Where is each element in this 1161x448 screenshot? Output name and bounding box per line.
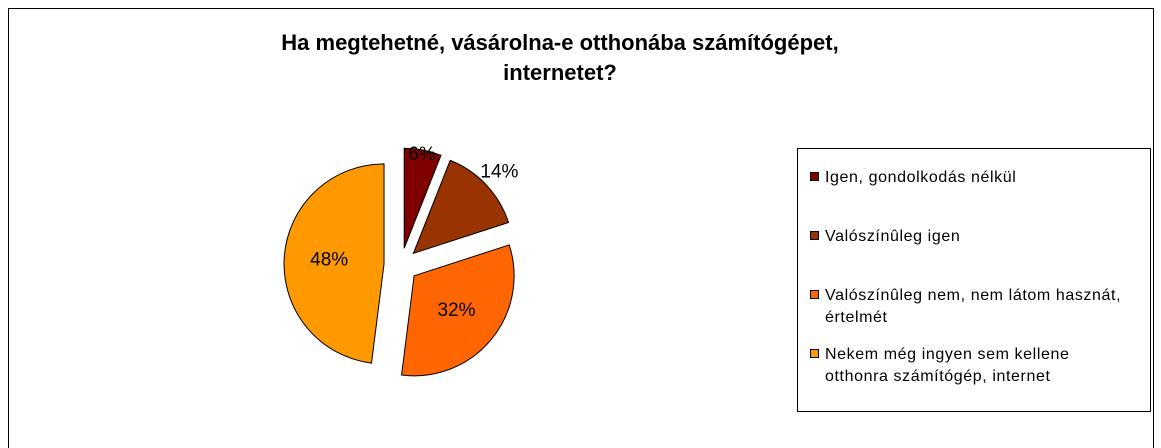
data-label: 48% (310, 249, 348, 270)
legend-item: Valószínûleg nem, nem látom hasznát, ért… (810, 285, 1125, 344)
pie-slice (401, 244, 515, 377)
pie-slice (412, 159, 510, 255)
data-label: 14% (480, 162, 518, 183)
pie-slice (283, 163, 385, 364)
legend-swatch (810, 231, 819, 240)
chart-frame (8, 8, 1154, 448)
legend-swatch (810, 172, 819, 181)
legend-item: Valószínûleg igen (810, 226, 1125, 285)
legend-item: Igen, gondolkodás nélkül (810, 167, 1125, 226)
legend-label: Valószínûleg nem, nem látom hasznát, ért… (825, 287, 1122, 326)
chart-title: Ha megtehetné, vásárolna-e otthonába szá… (120, 28, 1000, 88)
legend: Igen, gondolkodás nélkül Valószínûleg ige… (797, 148, 1151, 412)
title-line: Ha megtehetné, vásárolna-e otthonába szá… (281, 30, 839, 55)
legend-label: Igen, gondolkodás nélkül (825, 169, 1017, 186)
legend-label: Valószínûleg igen (825, 228, 961, 245)
legend-label: Nekem még ingyen sem kellene otthonra sz… (825, 346, 1070, 385)
data-label: 32% (437, 300, 475, 321)
legend-item: Nekem még ingyen sem kellene otthonra sz… (810, 344, 1125, 403)
legend-swatch (810, 290, 819, 299)
legend-swatch (810, 349, 819, 358)
pie-chart: 6% 14% 32% 48% (283, 144, 519, 377)
pie-slice (403, 147, 442, 249)
data-label: 6% (408, 144, 436, 165)
title-line: internetet? (503, 60, 617, 85)
